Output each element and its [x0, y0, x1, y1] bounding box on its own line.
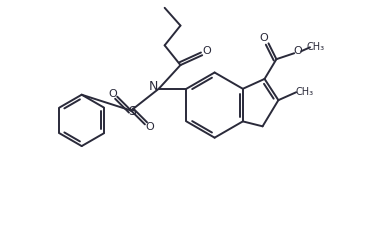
Text: O: O [294, 46, 303, 56]
Text: O: O [145, 122, 154, 132]
Text: O: O [108, 89, 117, 99]
Text: N: N [149, 80, 158, 93]
Text: CH₃: CH₃ [295, 87, 313, 97]
Text: O: O [203, 46, 212, 56]
Text: S: S [128, 105, 136, 118]
Text: O: O [259, 34, 268, 43]
Text: CH₃: CH₃ [307, 42, 325, 52]
